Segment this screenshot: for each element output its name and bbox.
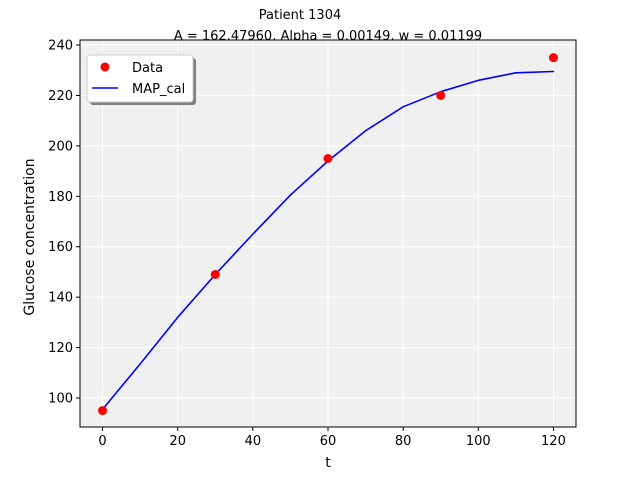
data-point <box>323 153 333 163</box>
data-point <box>98 406 108 416</box>
grid-lines <box>80 40 576 427</box>
chart-title: Patient 1304 <box>259 8 341 23</box>
y-tick-label: 200 <box>48 139 73 154</box>
x-tick-label: 60 <box>320 434 337 449</box>
x-tick-label: 80 <box>395 434 412 449</box>
data-point <box>436 90 446 100</box>
y-tick-label: 140 <box>48 291 73 306</box>
x-tick-label: 100 <box>466 434 491 449</box>
legend-label: MAP_cal <box>132 82 185 97</box>
x-tick-label: 20 <box>169 434 186 449</box>
y-axis-label: Glucose concentration <box>22 158 38 315</box>
x-tick-label: 40 <box>245 434 262 449</box>
y-tick-label: 240 <box>48 39 73 54</box>
data-point <box>210 269 220 279</box>
legend: Data MAP_cal <box>86 54 196 105</box>
legend-label: Data <box>132 61 163 76</box>
y-tick-label: 120 <box>48 341 73 356</box>
x-tick-label: 0 <box>98 434 106 449</box>
x-axis-label: t <box>325 455 331 471</box>
y-tick-label: 180 <box>48 190 73 205</box>
y-tick-label: 100 <box>48 392 73 407</box>
series-group <box>98 53 558 416</box>
data-point <box>548 53 558 63</box>
y-tick-label: 220 <box>48 89 73 104</box>
y-tick-label: 160 <box>48 240 73 255</box>
legend-box <box>86 54 194 103</box>
x-tick-label: 120 <box>541 434 566 449</box>
axes-group: 0 20 40 60 80 100 120 100 120 140 160 180 200 220 240 <box>48 39 566 449</box>
legend-marker-data <box>100 62 110 72</box>
